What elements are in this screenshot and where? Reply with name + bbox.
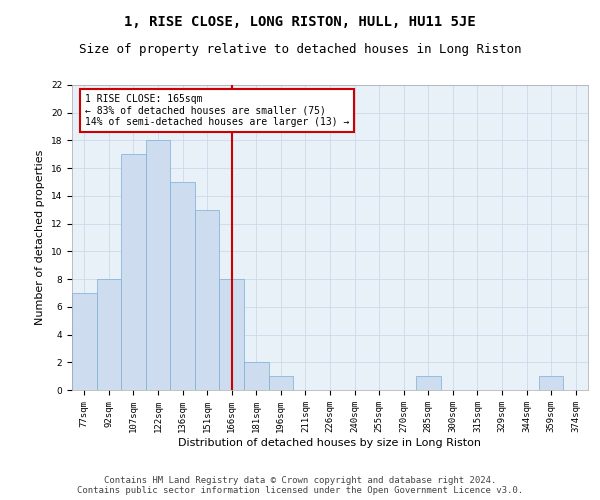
Bar (72, 293, 97, 390)
Bar (539, 376, 563, 390)
Bar (244, 362, 269, 390)
Text: 1 RISE CLOSE: 165sqm
← 83% of detached houses are smaller (75)
14% of semi-detac: 1 RISE CLOSE: 165sqm ← 83% of detached h… (85, 94, 349, 128)
Bar (220, 279, 244, 390)
Bar (121, 154, 146, 390)
Bar (146, 140, 170, 390)
Bar (416, 376, 440, 390)
Text: 1, RISE CLOSE, LONG RISTON, HULL, HU11 5JE: 1, RISE CLOSE, LONG RISTON, HULL, HU11 5… (124, 15, 476, 29)
Bar (195, 210, 220, 390)
Text: Contains HM Land Registry data © Crown copyright and database right 2024.
Contai: Contains HM Land Registry data © Crown c… (77, 476, 523, 495)
X-axis label: Distribution of detached houses by size in Long Riston: Distribution of detached houses by size … (179, 438, 482, 448)
Bar (269, 376, 293, 390)
Bar (97, 279, 121, 390)
Text: Size of property relative to detached houses in Long Riston: Size of property relative to detached ho… (79, 42, 521, 56)
Bar (170, 182, 195, 390)
Y-axis label: Number of detached properties: Number of detached properties (35, 150, 45, 325)
